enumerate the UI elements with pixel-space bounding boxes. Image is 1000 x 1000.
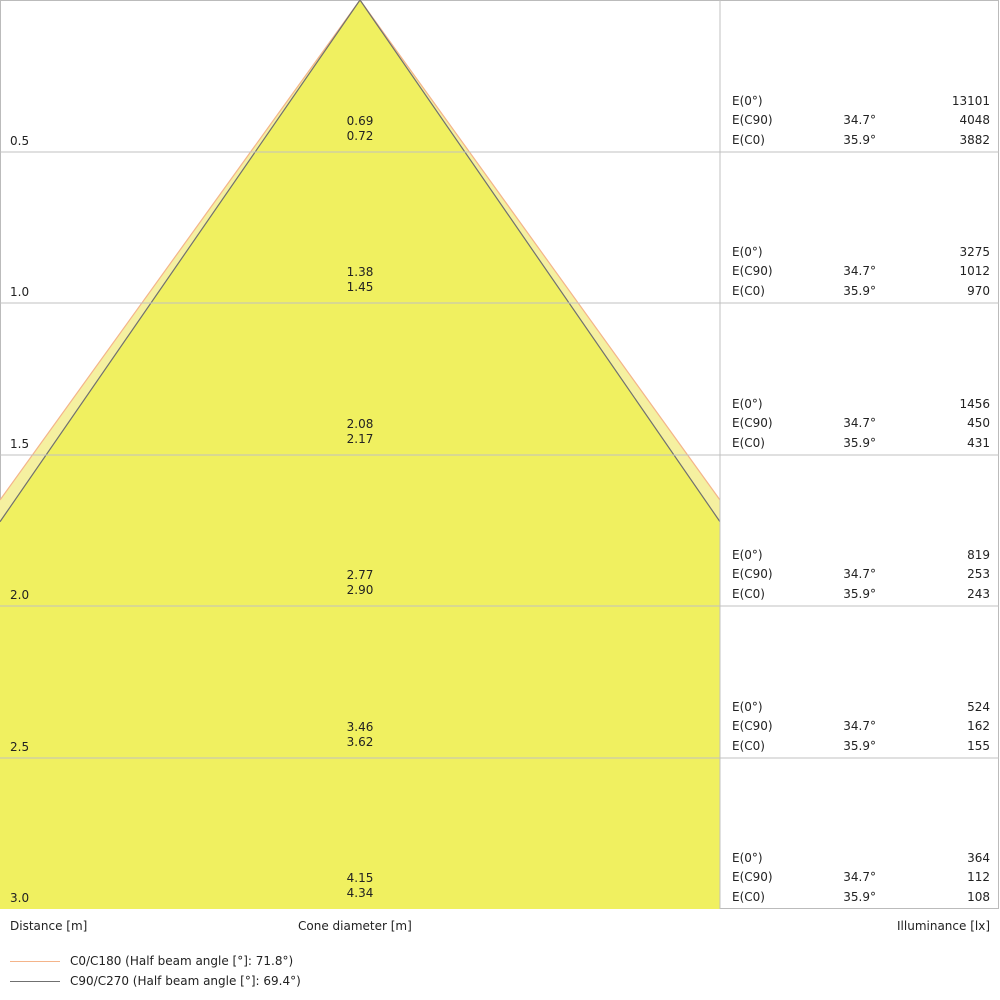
legend-c0-line xyxy=(10,961,60,962)
e-c0-label: E(C0) xyxy=(732,133,765,147)
c90-diameter: 0.69 xyxy=(346,114,374,128)
e0-label: E(0°) xyxy=(732,397,763,411)
legend-c90-line xyxy=(10,981,60,982)
c90-diameter: 2.77 xyxy=(346,568,374,582)
e0-value: 364 xyxy=(967,851,990,865)
distance-label: 0.5 xyxy=(10,134,30,148)
c90-angle: 34.7° xyxy=(843,719,876,733)
c90-diameter: 1.38 xyxy=(346,265,374,279)
c0-angle: 35.9° xyxy=(843,284,876,298)
distance-axis-label: Distance [m] xyxy=(10,919,88,933)
e-c90-label: E(C90) xyxy=(732,113,773,127)
e0-label: E(0°) xyxy=(732,245,763,259)
c0-cone-edge xyxy=(0,0,721,501)
e-c90-label: E(C90) xyxy=(732,719,773,733)
c0-angle: 35.9° xyxy=(843,739,876,753)
e0-label: E(0°) xyxy=(732,851,763,865)
e0-label: E(0°) xyxy=(732,700,763,714)
distance-label: 1.0 xyxy=(10,285,30,299)
distance-label: 2.5 xyxy=(10,740,30,754)
distance-label: 3.0 xyxy=(10,891,30,905)
e-c0-value: 243 xyxy=(967,587,990,601)
c90-angle: 34.7° xyxy=(843,416,876,430)
distance-label: 1.5 xyxy=(10,437,30,451)
e-c90-value: 4048 xyxy=(959,113,990,127)
c90-angle: 34.7° xyxy=(843,567,876,581)
e0-value: 13101 xyxy=(951,94,990,108)
c0-diameter: 2.90 xyxy=(346,583,374,597)
illuminance-label: Illuminance [lx] xyxy=(897,919,990,933)
c0-angle: 35.9° xyxy=(843,587,876,601)
e0-value: 1456 xyxy=(959,397,990,411)
e-c0-value: 108 xyxy=(967,890,990,904)
e-c0-label: E(C0) xyxy=(732,587,765,601)
c90-angle: 34.7° xyxy=(843,113,876,127)
e-c0-label: E(C0) xyxy=(732,436,765,450)
c0-diameter: 3.62 xyxy=(346,735,374,749)
e0-label: E(0°) xyxy=(732,548,763,562)
e-c90-value: 112 xyxy=(967,870,990,884)
e-c0-value: 970 xyxy=(967,284,990,298)
c90-cone-edge xyxy=(0,0,721,523)
e-c0-label: E(C0) xyxy=(732,890,765,904)
c0-diameter: 4.34 xyxy=(346,886,374,900)
e-c0-label: E(C0) xyxy=(732,739,765,753)
e-c90-value: 450 xyxy=(967,416,990,430)
c0-angle: 35.9° xyxy=(843,890,876,904)
e-c90-label: E(C90) xyxy=(732,416,773,430)
e0-value: 3275 xyxy=(959,245,990,259)
cone-diameter-label: Cone diameter [m] xyxy=(298,919,412,933)
e-c90-value: 1012 xyxy=(959,264,990,278)
e-c0-value: 155 xyxy=(967,739,990,753)
distance-label: 2.0 xyxy=(10,588,30,602)
e-c0-value: 3882 xyxy=(959,133,990,147)
c90-diameter: 4.15 xyxy=(346,871,374,885)
e-c90-value: 162 xyxy=(967,719,990,733)
c90-diameter: 3.46 xyxy=(346,720,374,734)
e0-value: 524 xyxy=(967,700,990,714)
c90-angle: 34.7° xyxy=(843,264,876,278)
c90-angle: 34.7° xyxy=(843,870,876,884)
e-c90-label: E(C90) xyxy=(732,567,773,581)
e0-value: 819 xyxy=(967,548,990,562)
c0-angle: 35.9° xyxy=(843,133,876,147)
e-c90-label: E(C90) xyxy=(732,264,773,278)
e-c0-value: 431 xyxy=(967,436,990,450)
c0-diameter: 1.45 xyxy=(346,280,374,294)
e-c0-label: E(C0) xyxy=(732,284,765,298)
c0-diameter: 2.17 xyxy=(346,432,374,446)
e-c90-label: E(C90) xyxy=(732,870,773,884)
legend-c90: C90/C270 (Half beam angle [°]: 69.4°) xyxy=(70,974,301,988)
c90-diameter: 2.08 xyxy=(346,417,374,431)
e0-label: E(0°) xyxy=(732,94,763,108)
c0-diameter: 0.72 xyxy=(346,129,374,143)
e-c90-value: 253 xyxy=(967,567,990,581)
c0-angle: 35.9° xyxy=(843,436,876,450)
legend-c0: C0/C180 (Half beam angle [°]: 71.8°) xyxy=(70,954,294,968)
